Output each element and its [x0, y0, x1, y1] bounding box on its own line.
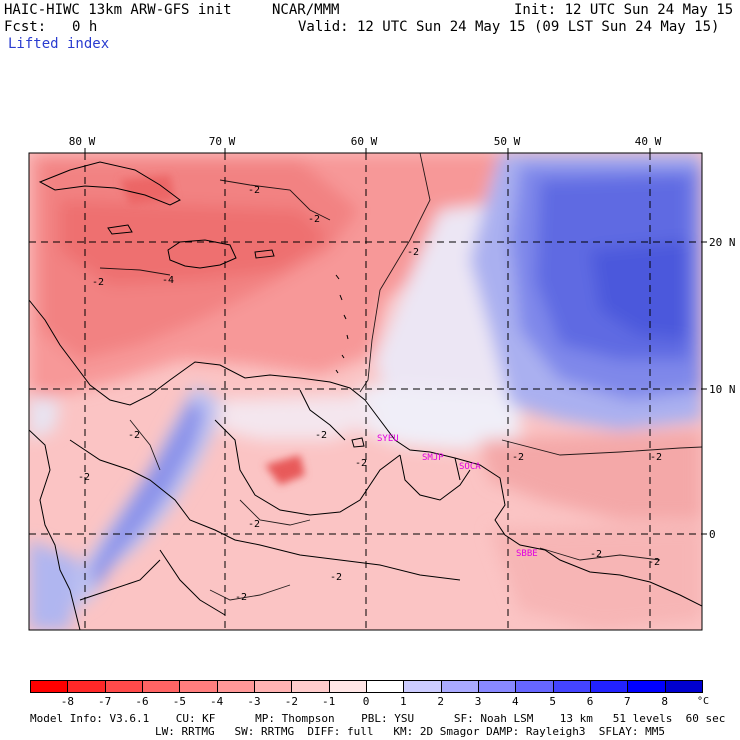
colorbar-swatch — [216, 680, 255, 693]
contour-label: -2 — [330, 572, 342, 583]
colorbar-tick-label: 4 — [512, 695, 519, 708]
station-label: SOCA — [459, 462, 481, 472]
forecast-hour: 0 h — [72, 19, 98, 35]
colorbar-tick-label: 6 — [586, 695, 594, 708]
contour-label: -2 — [355, 458, 367, 469]
valid-time: Valid: 12 UTC Sun 24 May 15 (09 LST Sun … — [298, 19, 720, 35]
colorbar-tick-label: -8 — [60, 695, 74, 708]
colorbar-tick-label: -1 — [322, 695, 336, 708]
colorbar-swatch — [104, 680, 143, 693]
lon-label: 80 W — [69, 135, 96, 148]
lon-label: 40 W — [635, 135, 662, 148]
lat-label: 0 — [709, 528, 716, 541]
init-time: Init: 12 UTC Sun 24 May 15 — [514, 2, 734, 18]
contour-label: -2 — [590, 549, 602, 560]
colorbar-swatch — [67, 680, 106, 693]
forecast-label: Fcst: — [4, 19, 47, 35]
lat-label: 20 N — [709, 236, 736, 249]
colorbar-tick-label: -2 — [284, 695, 298, 708]
colorbar-swatch — [366, 680, 405, 693]
colorbar-tick-label: 8 — [661, 695, 668, 708]
colorbar-swatch — [590, 680, 629, 693]
colorbar-tick-label: -4 — [210, 695, 224, 708]
colorbar-tick-label: 5 — [549, 695, 556, 708]
colorbar-swatch — [552, 680, 591, 693]
colorbar-tick-label: -3 — [247, 695, 261, 708]
colorbar-tick-label: -5 — [172, 695, 186, 708]
physics-info-line: LW: RRTMG SW: RRTMG DIFF: full KM: 2D Sm… — [155, 725, 665, 738]
colorbar-tick-label: 7 — [624, 695, 631, 708]
station-label: SMJP — [422, 453, 444, 463]
tick-marks — [84, 148, 707, 535]
colorbar-swatch — [328, 680, 367, 693]
colorbar-swatch — [30, 680, 69, 693]
station-label: SBBE — [516, 549, 538, 559]
colorbar-swatch — [179, 680, 218, 693]
lat-lon-grid — [29, 153, 702, 630]
contour-label: -2 — [235, 592, 247, 603]
contour-lines — [99, 153, 702, 601]
contour-label: -2 — [512, 452, 524, 463]
colorbar-unit: °C — [697, 696, 710, 707]
colorbar-tick-label: -7 — [98, 695, 112, 708]
station-label: SYEU — [377, 434, 399, 444]
colorbar-swatch — [515, 680, 554, 693]
model-info-line: Model Info: V3.6.1 CU: KF MP: Thompson P… — [30, 712, 726, 725]
colorbar-tick-label: 2 — [437, 695, 444, 708]
lon-label: 60 W — [351, 135, 378, 148]
field-name: Lifted index — [8, 36, 110, 52]
colorbar-swatch — [291, 680, 330, 693]
lon-label: 50 W — [494, 135, 521, 148]
coastlines — [29, 161, 702, 630]
colorbar-swatch — [403, 680, 442, 693]
lat-label: 10 N — [709, 383, 736, 396]
organization-label: NCAR/MMM — [272, 2, 340, 18]
colorbar-swatch — [440, 680, 479, 693]
contour-label: -2 — [92, 277, 104, 288]
colorbar-swatch — [478, 680, 517, 693]
contour-label: -2 — [308, 214, 320, 225]
contour-label: -2 — [648, 557, 660, 568]
colorbar-swatch — [254, 680, 293, 693]
contour-label: -2 — [315, 430, 327, 441]
contour-label: -2 — [650, 452, 662, 463]
lon-label: 70 W — [209, 135, 236, 148]
colorbar-tick-label: -6 — [135, 695, 149, 708]
contour-label: -4 — [162, 275, 174, 286]
contour-label: -2 — [128, 430, 140, 441]
colorbar-tick-label: 0 — [362, 695, 370, 708]
contour-label: -2 — [407, 247, 419, 258]
model-title: HAIC-HIWC 13km ARW-GFS init — [4, 2, 232, 18]
contour-label: -2 — [248, 185, 260, 196]
colorbar-swatch — [627, 680, 666, 693]
contour-label: -2 — [78, 472, 90, 483]
contour-label: -2 — [248, 519, 260, 530]
colorbar-tick-label: 3 — [474, 695, 482, 708]
colorbar-swatch — [664, 680, 703, 693]
colorbar-tick-label: 1 — [400, 695, 407, 708]
colorbar-swatch — [142, 680, 181, 693]
